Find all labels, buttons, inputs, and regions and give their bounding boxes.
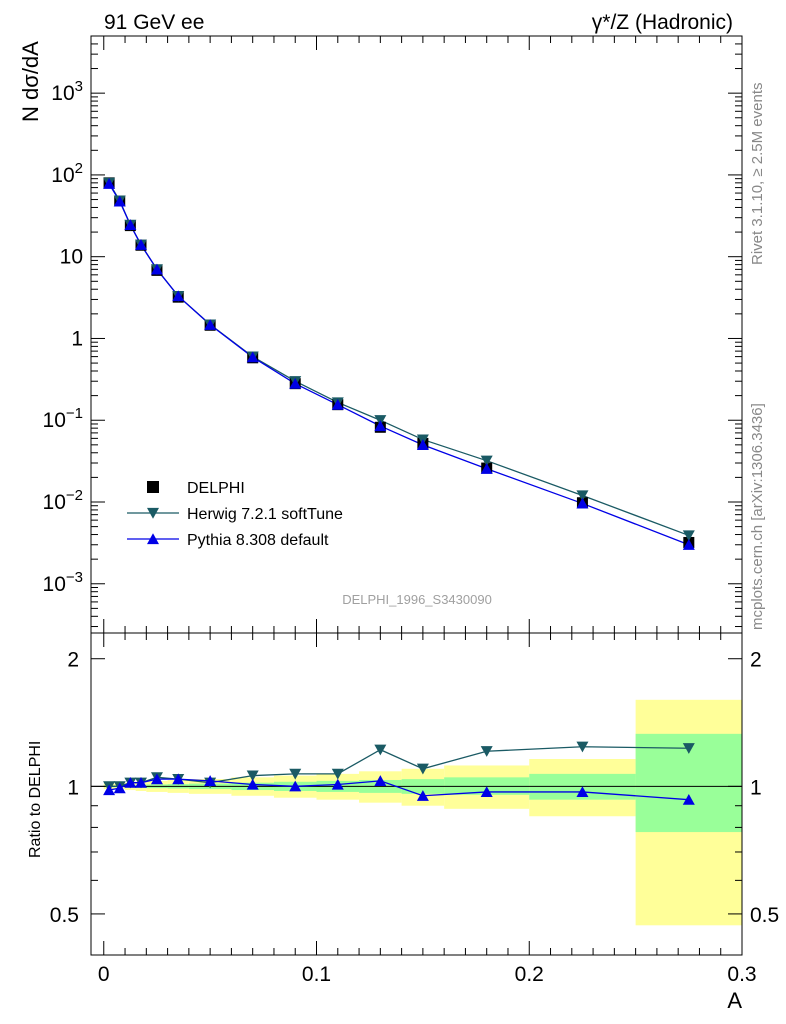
main-data-point [103, 178, 116, 189]
main-data-point [682, 539, 695, 550]
legend-marker [147, 481, 159, 493]
ratio-frame [90, 632, 743, 956]
ratio-data-point [682, 793, 695, 805]
main-data-point [576, 497, 589, 509]
ratio-y-tick-label-left: 2 [67, 649, 79, 672]
ratio-data-point [204, 775, 217, 786]
x-tick-label: 0.3 [727, 963, 756, 986]
main-y-tick-label: 103 [51, 78, 83, 105]
ratio-data-point [134, 776, 147, 788]
legend-label: DELPHI [187, 480, 245, 497]
ratio-data-point [113, 782, 126, 794]
header-right-label: γ*/Z (Hadronic) [592, 11, 733, 34]
main-y-tick-label: 102 [51, 160, 83, 187]
ratio-data-point [480, 786, 493, 798]
main-data-point [113, 195, 126, 207]
ratio-plot-panel: 0.5 0.5 1 1 2 2 0 0.1 0.2 0.3 [50, 632, 779, 986]
ratio-y-tick-label-right: 1 [750, 776, 762, 799]
main-data-point [134, 239, 147, 250]
main-data-point [204, 319, 217, 330]
ratio-data-point [416, 763, 429, 775]
ratio-data-point [246, 770, 259, 782]
main-data-point [331, 398, 344, 410]
ratio-y-tick-label-left: 0.5 [50, 904, 79, 927]
ratio-data-point [246, 778, 259, 790]
legend-label: Herwig 7.2.1 softTune [187, 506, 343, 523]
ratio-data-point [374, 775, 387, 786]
ratio-data-point [480, 746, 493, 757]
ratio-data-point [103, 784, 116, 796]
main-data-point [246, 351, 259, 363]
ratio-data-point [682, 743, 695, 754]
rivet-version-label: Rivet 3.1.10, ≥ 2.5M events [749, 83, 766, 266]
main-data-point [480, 463, 493, 474]
legend-marker [147, 533, 159, 545]
main-data-point [150, 263, 163, 275]
main-plot-panel: 10−3 10−2 10−1 1 10 102 103 [43, 35, 743, 634]
ratio-data-point [289, 780, 302, 792]
main-data-point [576, 490, 589, 502]
ratio-data-point [124, 776, 137, 788]
main-data-point [480, 455, 493, 467]
ratio-data-point [172, 773, 185, 785]
main-data-point [374, 420, 387, 432]
ratio-data-point [331, 778, 344, 790]
main-y-tick-label: 1 [71, 327, 83, 350]
ratio-data-point [289, 768, 302, 780]
legend-marker [147, 507, 159, 519]
x-axis-label: A [727, 988, 742, 1013]
main-data-point [416, 439, 429, 450]
main-data-point [172, 290, 185, 302]
x-tick-label: 0.1 [302, 963, 331, 986]
main-y-tick-label: 10−2 [43, 487, 83, 514]
ratio-y-tick-label-right: 0.5 [750, 904, 779, 927]
ratio-data-point [576, 741, 589, 753]
ratio-y-axis-label: Ratio to DELPHI [27, 741, 44, 858]
analysis-watermark: DELPHI_1996_S3430090 [342, 592, 492, 607]
ratio-data-point [374, 744, 387, 756]
ratio-data-point [576, 786, 589, 798]
ratio-data-point [150, 773, 163, 785]
main-y-tick-label: 10 [60, 246, 83, 269]
x-tick-label: 0 [98, 963, 110, 986]
mcplots-label: mcplots.cern.ch [arXiv:1306.3436] [749, 403, 766, 630]
main-y-tick-label: 10−3 [43, 569, 83, 596]
ratio-data-point [416, 790, 429, 801]
ratio-data-point [331, 768, 344, 780]
ratio-y-tick-label-right: 2 [750, 649, 762, 672]
main-y-tick-label: 10−1 [43, 405, 83, 432]
legend-label: Pythia 8.308 default [187, 532, 329, 549]
main-data-point [289, 377, 302, 389]
main-data-point [124, 219, 137, 230]
main-y-axis-label: N dσ/dA [18, 41, 43, 122]
main-data-point [682, 530, 695, 542]
x-tick-label: 0.2 [515, 963, 544, 986]
legend: DELPHI Herwig 7.2.1 softTune Pythia 8.308 … [127, 480, 343, 549]
header-left-label: 91 GeV ee [104, 11, 204, 34]
ratio-y-tick-label-left: 1 [67, 776, 79, 799]
